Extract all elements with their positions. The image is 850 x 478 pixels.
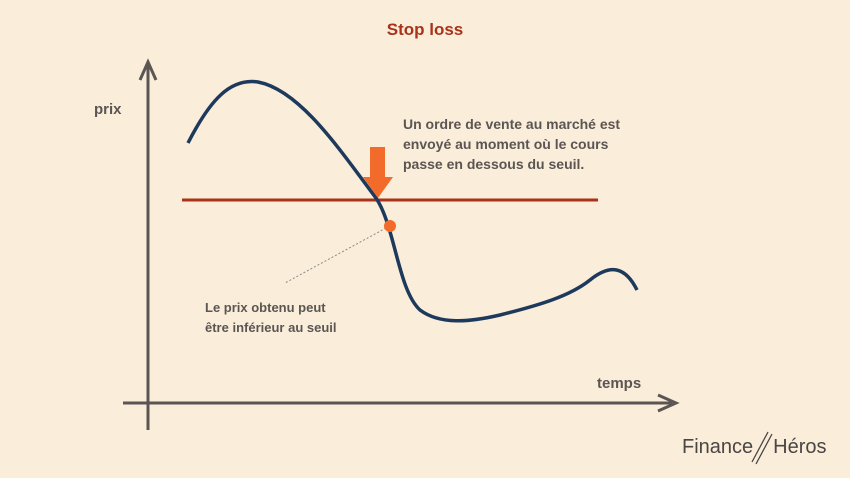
price-curve bbox=[186, 79, 639, 323]
annotation-line: Un ordre de vente au marché est bbox=[403, 116, 621, 132]
x-axis-label: temps bbox=[597, 375, 642, 392]
logo-left: Finance bbox=[682, 436, 754, 458]
dotted-leader bbox=[284, 227, 387, 284]
finance-heros-logo: Finance Héros bbox=[682, 436, 827, 459]
diagram-title: Stop loss bbox=[386, 20, 464, 39]
annotation-line: passe en dessous du seuil. bbox=[403, 156, 585, 172]
annotation-line: être inférieur au seuil bbox=[205, 320, 337, 335]
x-axis-arrow-icon bbox=[657, 393, 680, 413]
down-arrow-icon bbox=[363, 147, 393, 198]
y-axis-label: prix bbox=[94, 101, 122, 118]
price-annotation: Le prix obtenu peut être inférieur au se… bbox=[205, 298, 337, 338]
annotation-line: envoyé au moment où le cours bbox=[403, 136, 609, 152]
execution-point bbox=[384, 220, 396, 232]
logo-slashes-icon bbox=[751, 431, 773, 465]
y-axis-arrow-icon bbox=[138, 58, 158, 81]
logo-right: Héros bbox=[773, 436, 827, 458]
annotation-line: Le prix obtenu peut bbox=[205, 300, 326, 315]
order-annotation: Un ordre de vente au marché est envoyé a… bbox=[403, 114, 620, 174]
